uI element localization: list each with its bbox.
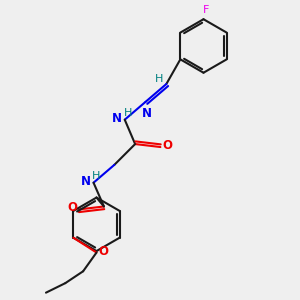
Text: O: O [67, 202, 77, 214]
Text: H: H [124, 108, 132, 118]
Text: N: N [142, 107, 152, 120]
Text: N: N [81, 175, 91, 188]
Text: O: O [98, 244, 108, 258]
Text: H: H [92, 171, 101, 181]
Text: F: F [203, 5, 210, 15]
Text: N: N [112, 112, 122, 125]
Text: H: H [155, 74, 163, 84]
Text: O: O [162, 139, 172, 152]
